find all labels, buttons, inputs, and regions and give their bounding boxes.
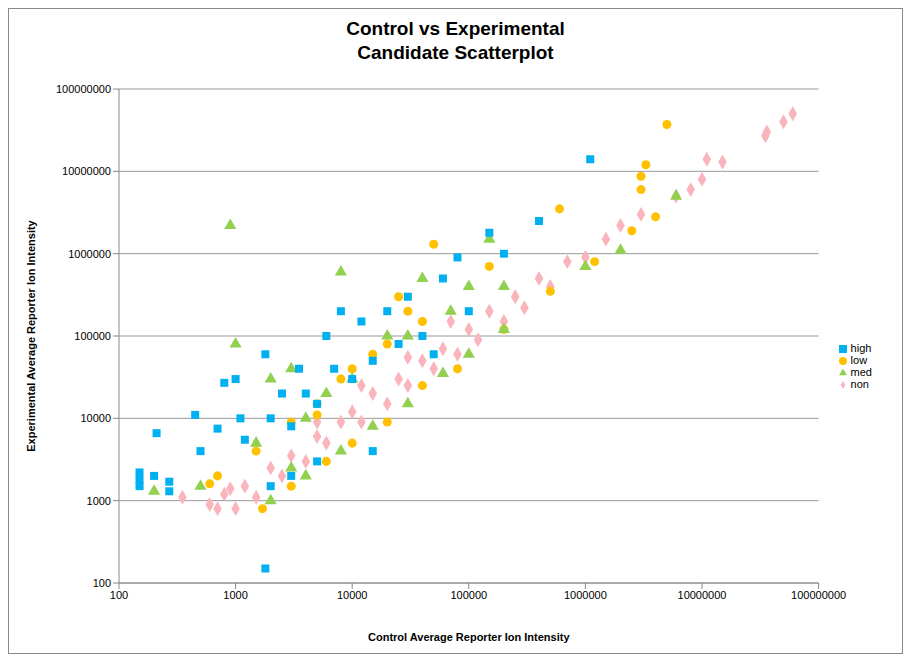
svg-text:10000: 10000	[80, 412, 111, 424]
svg-text:10000000: 10000000	[678, 589, 727, 601]
svg-text:100000: 100000	[450, 589, 487, 601]
svg-text:1000: 1000	[87, 495, 111, 507]
svg-text:10000000: 10000000	[62, 165, 111, 177]
svg-text:100000: 100000	[74, 330, 111, 342]
svg-text:1000: 1000	[223, 589, 247, 601]
html-text:low: low	[850, 354, 868, 366]
svg-text:Experimental Average Reporter: Experimental Average Reporter Ion Intens…	[25, 219, 37, 451]
html-text:Control vs Experimental Candid: Control vs Experimental Candidate Scatte…	[346, 18, 565, 63]
html-text:high: high	[850, 342, 872, 354]
html-text:non: non	[850, 378, 869, 390]
svg-text:Control Average Reporter Ion I: Control Average Reporter Ion Intensity	[368, 631, 570, 643]
svg-text:1000000: 1000000	[68, 248, 111, 260]
svg-text:1000000: 1000000	[564, 589, 607, 601]
html-text:med: med	[850, 366, 872, 378]
svg-text:100000000: 100000000	[791, 589, 846, 601]
svg-text:100: 100	[93, 577, 111, 589]
svg-text:10000: 10000	[337, 589, 368, 601]
svg-text:100: 100	[110, 589, 128, 601]
svg-text:100000000: 100000000	[56, 83, 111, 95]
